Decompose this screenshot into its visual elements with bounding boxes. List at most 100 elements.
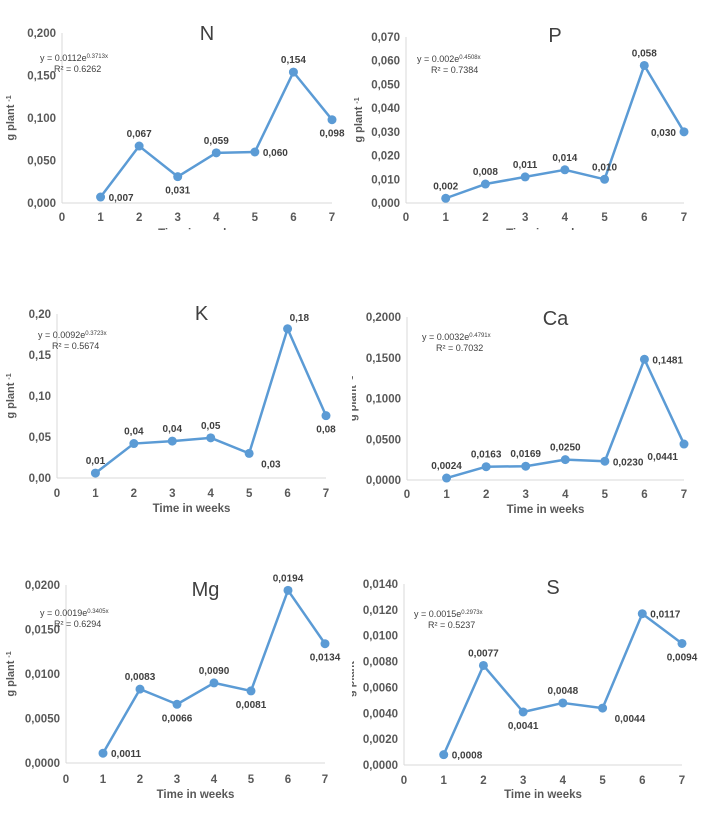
- data-label: 0,08: [316, 425, 336, 436]
- x-tick-label: 6: [285, 774, 291, 786]
- trendline-equation: y = 0.0015e0.2973x: [414, 609, 483, 619]
- data-point: [600, 456, 610, 466]
- trendline-equation: y = 0.0112e0.3713x: [40, 53, 108, 63]
- data-label: 0,0077: [468, 648, 499, 659]
- trendline-r-squared: R² = 0.5237: [428, 620, 475, 630]
- x-tick-label: 6: [290, 212, 296, 224]
- x-tick-label: 1: [441, 775, 448, 787]
- x-tick-label: 0: [63, 774, 69, 786]
- data-point: [677, 638, 687, 648]
- data-point: [283, 585, 293, 595]
- data-point: [637, 609, 647, 619]
- x-tick-label: 0: [54, 488, 60, 500]
- trendline-equation: y = 0.0032e0.4791x: [422, 332, 491, 342]
- data-label: 0,060: [263, 148, 288, 159]
- x-tick-label: 4: [560, 775, 567, 787]
- chart-title: Ca: [543, 308, 569, 330]
- data-point: [250, 147, 260, 157]
- x-tick-label: 5: [601, 212, 608, 224]
- y-tick-label: 0,10: [29, 391, 51, 403]
- data-label: 0,0081: [236, 700, 267, 711]
- data-label: 0,0094: [667, 652, 698, 663]
- series-line: [442, 612, 683, 756]
- data-point: [439, 750, 449, 760]
- data-label: 0,0134: [310, 653, 341, 664]
- x-tick-label: 2: [131, 488, 137, 500]
- x-tick-label: 7: [329, 212, 335, 224]
- y-tick-label: 0,0200: [25, 580, 60, 592]
- trendline-r-squared: R² = 0.6262: [54, 64, 101, 74]
- data-label: 0,098: [319, 129, 344, 140]
- x-tick-label: 3: [175, 212, 181, 224]
- y-tick-label: 0,000: [371, 198, 400, 210]
- data-label: 0,0011: [111, 749, 141, 760]
- y-tick-label: 0,0140: [363, 579, 398, 591]
- x-tick-label: 3: [174, 774, 180, 786]
- y-tick-label: 0,050: [27, 156, 56, 168]
- x-tick-label: 7: [679, 775, 685, 787]
- x-tick-label: 3: [520, 775, 526, 787]
- trendline-exponent: 0.3405x: [87, 609, 108, 615]
- y-axis-title-superscript: -1: [352, 376, 355, 382]
- x-tick-label: 6: [639, 775, 645, 787]
- data-label: 0,014: [552, 153, 577, 164]
- y-tick-label: 0,040: [371, 103, 400, 115]
- data-label: 0,0024: [431, 461, 462, 472]
- y-tick-label: 0,200: [27, 28, 56, 40]
- data-point: [288, 67, 298, 77]
- y-axis-title: g plant -1: [5, 373, 17, 418]
- y-tick-label: 0,0120: [363, 605, 398, 617]
- x-axis-title: Time in weeks: [153, 503, 231, 515]
- data-point: [560, 455, 570, 465]
- data-point: [560, 165, 570, 175]
- chart-title: P: [548, 25, 561, 47]
- data-point: [96, 192, 106, 202]
- data-label: 0,0041: [508, 721, 539, 732]
- y-tick-label: 0,060: [371, 56, 400, 68]
- x-tick-label: 1: [97, 212, 104, 224]
- x-tick-label: 3: [169, 488, 175, 500]
- y-tick-label: 0,0100: [25, 669, 60, 681]
- x-tick-label: 7: [323, 488, 329, 500]
- data-label: 0,011: [513, 160, 538, 171]
- data-label: 0,03: [261, 459, 281, 470]
- data-label: 0,0048: [548, 686, 579, 697]
- y-axis-title: g plant -1: [5, 95, 17, 140]
- x-tick-label: 3: [523, 489, 529, 501]
- data-point: [558, 698, 568, 708]
- x-tick-label: 6: [284, 488, 290, 500]
- data-point: [521, 461, 531, 471]
- x-tick-label: 5: [252, 212, 259, 224]
- data-point: [173, 172, 183, 182]
- data-label: 0,059: [204, 136, 229, 147]
- x-tick-label: 2: [136, 212, 142, 224]
- data-point: [520, 172, 530, 182]
- y-tick-label: 0,2000: [366, 312, 401, 324]
- x-tick-label: 5: [599, 775, 606, 787]
- data-point: [441, 193, 451, 203]
- y-axis-title: g plant -1: [352, 652, 357, 697]
- y-tick-label: 0,0000: [366, 475, 401, 487]
- data-point: [639, 60, 649, 70]
- chart-title: K: [195, 303, 209, 325]
- y-tick-label: 0,0000: [25, 758, 60, 770]
- y-tick-label: 0,0040: [363, 708, 398, 720]
- x-tick-label: 4: [211, 774, 218, 786]
- x-tick-label: 2: [137, 774, 143, 786]
- series-line: [445, 64, 686, 200]
- data-label: 0,0194: [273, 573, 304, 584]
- chart-panel-p: P 0,000 0,010 0,020 0,030 0,040 0,050 0,060 0,07…: [352, 0, 704, 240]
- trendline-equation: y = 0.0092e0.3723x: [38, 330, 107, 340]
- trendline-exponent: 0.4791x: [469, 333, 490, 339]
- data-label: 0,030: [651, 128, 676, 139]
- data-point: [206, 433, 216, 443]
- data-point: [518, 707, 528, 717]
- data-point: [481, 462, 491, 472]
- chart-title: N: [200, 23, 214, 45]
- y-tick-label: 0,00: [29, 473, 51, 485]
- data-label: 0,1481: [652, 355, 683, 366]
- y-tick-label: 0,150: [27, 71, 56, 83]
- x-tick-label: 1: [100, 774, 107, 786]
- chart-panel-n: N 0,000 0,050 0,100 0,150 0,200 0 1 2 3 4 5 6 7 Time i…: [0, 0, 352, 240]
- y-axis-title-superscript: -1: [354, 97, 361, 103]
